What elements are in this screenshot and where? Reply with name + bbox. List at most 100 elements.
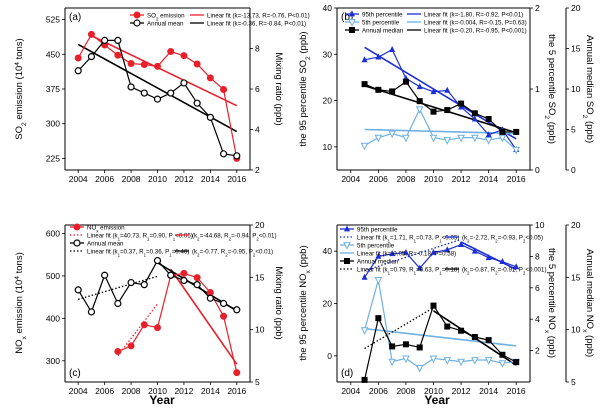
data-point [458,241,465,248]
data-point [402,78,409,85]
x-tick-label: 2016 [227,386,246,396]
data-point [471,247,478,254]
data-point [193,99,201,107]
x-tick-label: 2010 [424,386,443,396]
data-point [430,108,437,115]
legend-label: Linear fit (k1=1.71, R1=0.73, P1<0.05) [357,234,459,243]
right-tick-label: 20 [255,220,265,230]
left-axis-title: NOx emission (104 tons) [14,252,28,354]
x-tick-label: 2012 [452,174,471,184]
left-tick-label: 20 [323,96,333,106]
data-point [415,364,424,373]
legend-marker [133,11,141,19]
data-point [361,273,368,280]
data-point [389,46,396,53]
data-point [193,60,201,68]
fit-line [364,238,462,272]
fit-line [170,268,238,365]
inner-tick-label: 0 [535,165,540,175]
x-tick-label: 2006 [369,174,388,184]
data-point [458,327,465,334]
left-tick-label: 10 [323,142,333,152]
data-point [443,357,452,365]
data-point [114,51,122,59]
right-tick-label: 6 [255,84,260,94]
legend-marker [349,27,355,33]
left-tick-label: 20 [323,299,333,309]
legend-label: SO2 emission [147,12,185,21]
legend-label: 5th percentile [362,19,400,26]
legend-label: (k2=-0.77, R2=-0.95, P2<0.01) [192,248,273,256]
data-point [220,85,228,93]
data-point [484,357,493,365]
x-tick-label: 2014 [479,174,498,184]
inner-tick-label: 4 [535,314,540,324]
data-point [140,60,148,68]
data-point [485,254,492,261]
data-point [513,128,520,135]
data-point [140,281,148,289]
data-point [74,286,82,294]
data-point [219,150,228,158]
x-tick-label: 2010 [148,386,167,396]
legend-label: (k2=-44.68, R2=-0.94, P2<0.01) [192,232,277,241]
left-tick-label: 40 [323,246,333,256]
legend-label: Linear fit (k=-0.004, R=-0.15, P=0.63) [424,19,527,26]
data-point [206,294,214,302]
right-tick-label: 20 [571,220,581,230]
legend-label: (k2=-0.87, R2=-0.91, P2<0.001) [462,266,547,275]
left-tick-label: 300 [46,119,60,129]
data-point [153,256,162,265]
x-tick-label: 2010 [148,174,167,184]
data-point [74,54,82,62]
data-point [180,79,188,87]
right-axis-title: Mixing ratio (ppb) [273,266,284,339]
data-point [180,276,188,285]
data-point [499,128,506,135]
legend-label: Annual median [357,258,399,265]
legend-label: Linear fit (k1=0.37, R1=0.36, P1=0.40) [87,248,189,256]
year-label-right: Year [424,393,450,407]
left-axis-title: the 95 percentile SO2 (ppb) [298,31,312,146]
panel-c: 2004 2006 2008 2010 2012 2014 2016300400500600… [14,220,285,396]
legend-label: Linear fit (k=-0.20, R=-0.95, P<0.001) [424,27,527,34]
left-tick-label: 525 [46,15,60,25]
x-tick-label: 2004 [341,174,360,184]
data-point [375,53,382,60]
x-tick-label: 2016 [507,174,526,184]
x-tick-label: 2014 [479,386,498,396]
data-point [180,269,188,277]
data-point [485,115,492,122]
inner-tick-label: 1 [535,84,540,94]
data-point [444,86,451,93]
left-tick-label: 30 [323,49,333,59]
data-point [499,351,506,358]
data-point [485,131,492,138]
data-point [374,134,383,143]
x-tick-label: 2008 [396,386,415,396]
data-point [444,107,451,114]
data-point [444,246,451,253]
data-point [180,52,188,60]
data-point [193,281,201,289]
data-point [471,357,479,365]
data-point [374,277,383,285]
panel-label: (b) [341,12,353,23]
legend-label: Linear fit (k=-0.05, R=-0.18, P=0.58) [357,250,456,257]
data-point [114,347,122,355]
data-point [416,264,423,271]
legend-label: Annual mean [147,20,184,27]
left-axis-title: the 95 percentile NOx (ppb) [298,245,312,360]
legend-marker [344,258,350,264]
data-point [416,83,423,90]
panel-label: (c) [69,368,81,379]
right-axis-title: Annual median SO2 (ppb) [582,35,596,143]
data-point [167,271,175,279]
inner-axis-title: the 5 percentile NOx (ppb) [544,248,558,358]
legend-label: Linear fit (k1=40.73, R1=0.90, P1<0.05) [87,232,193,241]
data-point [498,134,507,143]
data-point [360,327,369,335]
right-axis-title: Mixing ratio (ppb) [273,52,284,125]
legend-marker [344,225,350,232]
data-point [499,258,506,265]
